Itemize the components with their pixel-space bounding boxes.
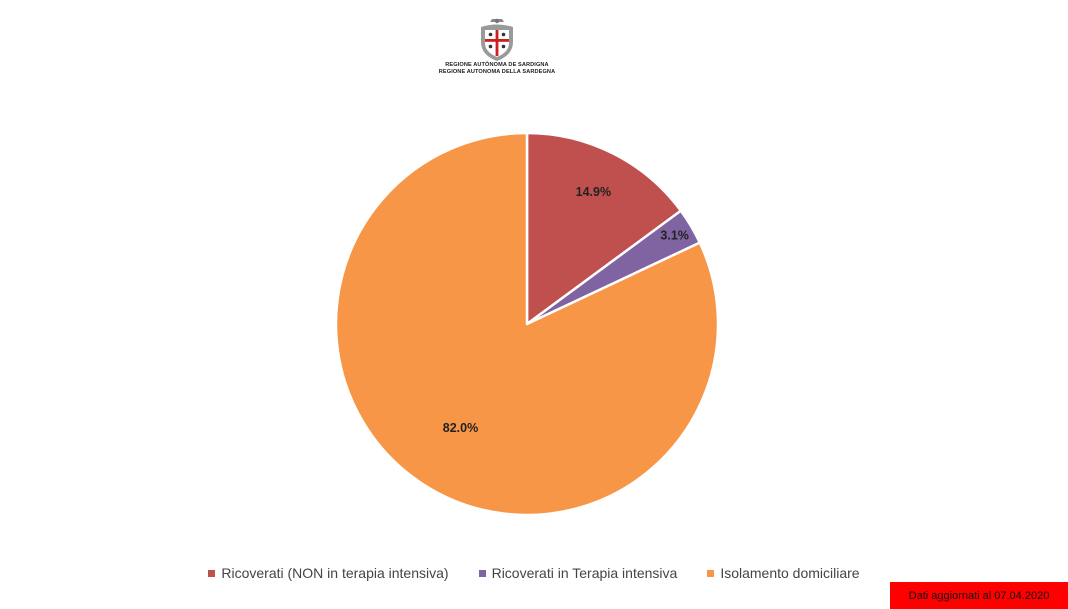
coat-of-arms-icon <box>481 18 513 61</box>
legend-swatch-isolamento <box>707 569 715 577</box>
data-label-ricoverati: 14.9% <box>576 185 611 199</box>
data-label-isolamento: 82.0% <box>443 421 478 435</box>
region-logo: REGIONE AUTÒNOMA DE SARDIGNA REGIONE AUT… <box>438 18 556 86</box>
pie-slice-ricoverati <box>525 131 683 326</box>
data-label-terapia-intensiva: 3.1% <box>660 228 689 242</box>
legend-label-isolamento: Isolamento domiciliare <box>720 565 860 581</box>
logo-text-sardinian: REGIONE AUTÒNOMA DE SARDIGNA <box>445 62 549 68</box>
legend-item-ricoverati: Ricoverati (NON in terapia intensiva) <box>208 565 449 581</box>
chart-legend: Ricoverati (NON in terapia intensiva) Ri… <box>0 563 1068 583</box>
legend-label-ricoverati: Ricoverati (NON in terapia intensiva) <box>221 565 449 581</box>
update-date-badge: Dati aggiornati al 07.04.2020 <box>890 582 1068 609</box>
legend-label-terapia-intensiva: Ricoverati in Terapia intensiva <box>491 565 678 581</box>
legend-swatch-terapia-intensiva <box>478 569 486 577</box>
legend-item-terapia-intensiva: Ricoverati in Terapia intensiva <box>478 565 678 581</box>
legend-swatch-ricoverati <box>208 569 216 577</box>
legend-item-isolamento: Isolamento domiciliare <box>707 565 860 581</box>
pie-slice-isolamento <box>334 131 720 517</box>
logo-text-italian: REGIONE AUTONOMA DELLA SARDEGNA <box>438 69 556 75</box>
